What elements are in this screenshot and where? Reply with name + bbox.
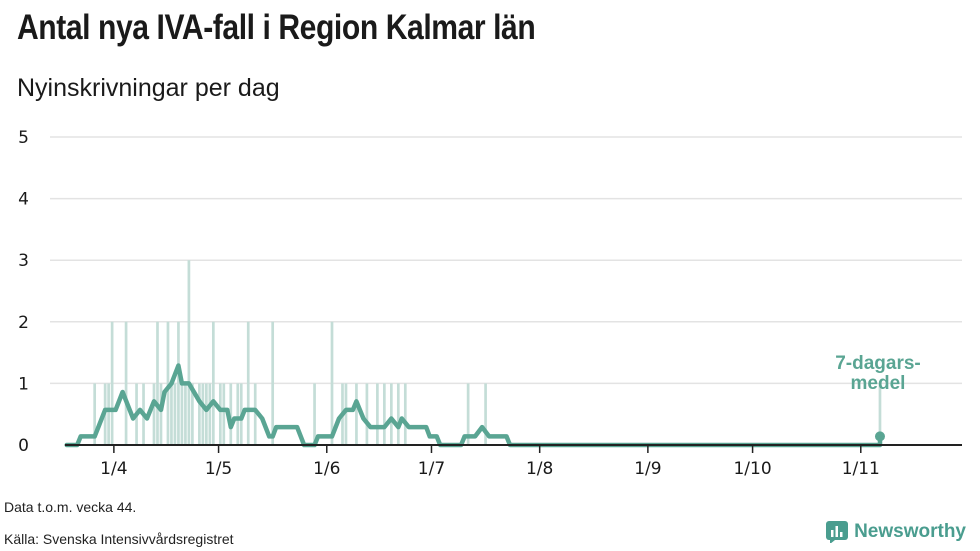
daily-bar bbox=[177, 321, 180, 445]
moving-average-line bbox=[64, 363, 885, 448]
daily-bar bbox=[246, 321, 250, 445]
daily-bar bbox=[330, 321, 334, 445]
daily-bar bbox=[484, 383, 487, 445]
daily-bar bbox=[253, 383, 257, 445]
daily-bar bbox=[396, 383, 400, 445]
daily-bar bbox=[222, 383, 226, 445]
daily-bar bbox=[271, 321, 275, 445]
brand[interactable]: Newsworthy bbox=[826, 521, 966, 543]
daily-bar bbox=[198, 383, 201, 445]
moving-average-endpoint bbox=[874, 431, 885, 442]
x-tick-label: 1/6 bbox=[313, 459, 340, 479]
y-tick-label: 3 bbox=[18, 251, 29, 271]
x-tick-label: 1/8 bbox=[526, 459, 553, 479]
y-tick-label: 1 bbox=[18, 374, 29, 394]
daily-bar bbox=[166, 321, 170, 445]
brand-name: Newsworthy bbox=[854, 521, 966, 542]
daily-bar bbox=[93, 383, 97, 445]
daily-bar bbox=[156, 321, 159, 445]
daily-bar bbox=[389, 383, 393, 445]
daily-bar bbox=[365, 383, 369, 445]
x-tick-label: 1/5 bbox=[205, 459, 232, 479]
daily-bar bbox=[208, 383, 212, 445]
daily-bar bbox=[344, 383, 348, 445]
chart-subtitle: Nyinskrivningar per dag bbox=[17, 74, 280, 102]
moving-average-path bbox=[64, 363, 883, 448]
chart-title: Antal nya IVA-fall i Region Kalmar län bbox=[17, 8, 536, 47]
daily-bar bbox=[152, 383, 156, 445]
daily-bar bbox=[878, 383, 882, 445]
daily-bar bbox=[191, 383, 194, 445]
y-tick-label: 0 bbox=[18, 436, 29, 456]
x-tick-label: 1/10 bbox=[733, 459, 771, 479]
x-tick-label: 1/4 bbox=[100, 459, 127, 479]
daily-bar bbox=[107, 383, 110, 445]
y-tick-label: 4 bbox=[18, 190, 29, 210]
daily-bar bbox=[205, 383, 208, 445]
daily-bar bbox=[211, 321, 215, 445]
daily-bar bbox=[383, 383, 386, 445]
daily-bar bbox=[218, 383, 222, 445]
daily-bar bbox=[236, 383, 240, 445]
annotation-line: medel bbox=[851, 373, 906, 394]
daily-bar bbox=[180, 383, 184, 445]
daily-bar bbox=[466, 383, 470, 445]
daily-bar bbox=[201, 383, 205, 445]
daily-bar bbox=[355, 383, 358, 445]
x-tick-label: 1/7 bbox=[418, 459, 445, 479]
y-tick-label: 5 bbox=[18, 128, 29, 148]
daily-bar bbox=[376, 383, 379, 445]
daily-bar bbox=[313, 383, 316, 445]
y-axis-ticks: 0 1 2 3 4 5 bbox=[18, 128, 29, 456]
daily-bar bbox=[403, 383, 407, 445]
source-note: Källa: Svenska Intensivvårdsregistret bbox=[4, 531, 234, 547]
daily-bar bbox=[170, 383, 173, 445]
annotation-line: 7-dagars- bbox=[835, 353, 921, 374]
daily-bars bbox=[93, 260, 882, 445]
grid-lines bbox=[50, 136, 962, 385]
line-annotation: 7-dagars-medel bbox=[835, 353, 921, 394]
newsworthy-logo-icon bbox=[826, 521, 849, 543]
daily-bar bbox=[229, 383, 233, 445]
daily-bar bbox=[187, 260, 191, 445]
daily-bar bbox=[159, 383, 163, 445]
x-tick-label: 1/11 bbox=[842, 459, 880, 479]
daily-bar bbox=[110, 321, 114, 445]
data-note: Data t.o.m. vecka 44. bbox=[4, 499, 137, 515]
daily-bar bbox=[173, 383, 177, 445]
x-axis-ticks: 1/4 1/5 1/6 1/7 1/8 1/9 1/10 1/11 bbox=[100, 445, 880, 479]
y-tick-label: 2 bbox=[18, 313, 29, 333]
daily-bar bbox=[124, 321, 128, 445]
daily-bar bbox=[184, 383, 187, 445]
x-tick-label: 1/9 bbox=[634, 459, 661, 479]
